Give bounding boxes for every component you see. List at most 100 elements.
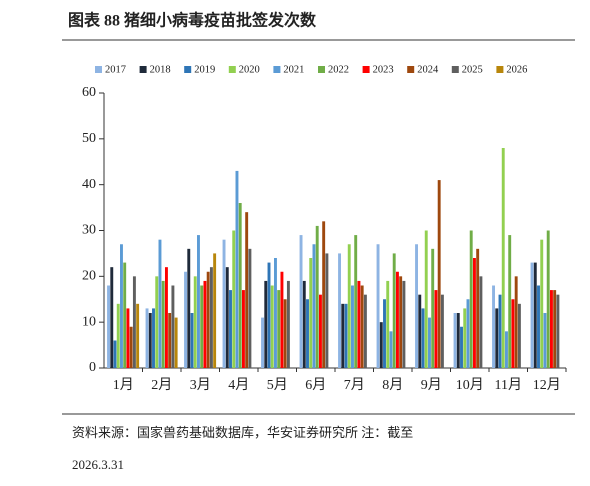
bar <box>325 253 329 368</box>
x-tick-label: 6月 <box>305 377 326 393</box>
bar <box>152 308 155 368</box>
legend-swatch <box>273 66 281 73</box>
bar <box>126 308 130 368</box>
bar <box>492 285 495 368</box>
bar <box>495 308 499 368</box>
bar <box>553 290 557 368</box>
x-tick-label: 3月 <box>190 377 211 393</box>
bar <box>299 235 303 368</box>
bar <box>351 285 354 368</box>
x-tick-label: 8月 <box>382 377 403 393</box>
bar <box>283 299 287 368</box>
bar <box>549 290 553 368</box>
bar <box>357 280 361 368</box>
bar <box>132 276 136 368</box>
bar <box>530 262 534 368</box>
legend-label: 2024 <box>417 64 439 75</box>
bar <box>148 313 152 368</box>
bar <box>190 313 194 368</box>
x-tick-label: 12月 <box>533 377 561 393</box>
y-tick-label: 20 <box>82 269 96 284</box>
y-tick-label: 40 <box>82 177 96 192</box>
bar <box>501 148 505 368</box>
bar <box>116 303 120 368</box>
legend-label: 2025 <box>462 64 483 75</box>
x-tick-label: 9月 <box>421 377 442 393</box>
bar <box>161 280 165 368</box>
bar <box>267 262 271 368</box>
bar <box>136 303 140 368</box>
bar <box>537 285 540 368</box>
bar <box>399 276 403 368</box>
bar <box>498 294 502 368</box>
bar <box>197 235 200 368</box>
bar <box>280 271 284 368</box>
legend-swatch <box>451 66 459 73</box>
bar <box>164 267 168 368</box>
bar <box>213 253 217 368</box>
bar <box>312 244 316 368</box>
bar <box>389 331 393 368</box>
legend-label: 2020 <box>239 64 260 75</box>
bar <box>261 317 264 368</box>
source-date: 2026.3.31 <box>72 457 124 472</box>
bar <box>386 280 390 368</box>
legend-label: 2019 <box>194 64 215 75</box>
bar <box>174 317 178 368</box>
bar <box>200 285 204 368</box>
bar <box>235 170 239 368</box>
bar <box>479 276 483 368</box>
bar <box>277 290 281 368</box>
bar <box>466 299 470 368</box>
bar <box>418 294 422 368</box>
bar <box>402 280 406 368</box>
bar <box>431 248 435 368</box>
legend-label: 2017 <box>105 64 126 75</box>
y-tick-label: 60 <box>82 85 96 100</box>
bar <box>286 280 290 368</box>
bar <box>229 290 232 368</box>
bar <box>302 280 306 368</box>
bar <box>511 299 515 368</box>
bar <box>434 290 438 368</box>
legend-swatch <box>95 66 102 73</box>
x-tick-label: 1月 <box>113 377 134 393</box>
bar <box>248 248 252 368</box>
source-note: 资料来源：国家兽药基础数据库，华安证券研究所 注：截至 <box>72 425 413 440</box>
legend-swatch <box>228 66 236 73</box>
bar <box>508 235 512 368</box>
x-tick-label: 11月 <box>495 377 522 393</box>
bar <box>241 290 245 368</box>
bar <box>363 294 367 368</box>
bar <box>193 276 197 368</box>
legend-label: 2021 <box>283 64 304 75</box>
bar <box>379 322 383 368</box>
bar <box>168 313 172 368</box>
bar <box>155 276 159 368</box>
bar <box>463 308 467 368</box>
bar <box>395 271 399 368</box>
bar <box>517 303 521 368</box>
x-tick-label: 2月 <box>151 377 172 393</box>
bar <box>460 326 463 368</box>
bar <box>540 239 544 368</box>
bar <box>309 258 313 368</box>
legend-swatch <box>407 66 415 73</box>
bar <box>505 331 508 368</box>
bar <box>354 235 358 368</box>
x-tick-label: 7月 <box>344 377 365 393</box>
x-tick-label: 10月 <box>456 377 484 393</box>
bar <box>415 244 418 368</box>
bar <box>206 271 210 368</box>
legend-label: 2018 <box>150 64 171 75</box>
bar <box>392 253 396 368</box>
bar <box>264 280 268 368</box>
bar <box>428 317 431 368</box>
legend-swatch <box>318 66 325 73</box>
bar <box>347 244 351 368</box>
bar <box>440 294 444 368</box>
bar <box>274 258 277 368</box>
legend-swatch <box>362 66 370 73</box>
bar <box>225 267 229 368</box>
y-tick-label: 10 <box>82 314 96 329</box>
